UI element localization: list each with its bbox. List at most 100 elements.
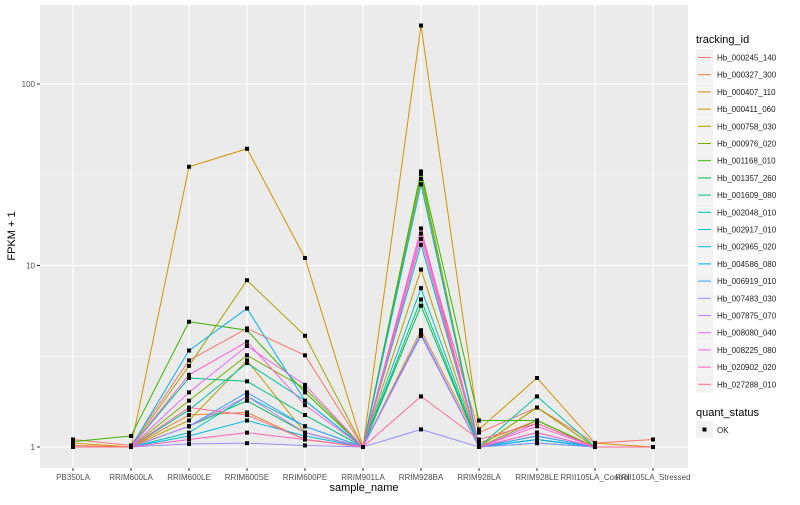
data-point — [303, 437, 307, 442]
legend-label: Hb_000245_140 — [717, 54, 777, 63]
legend: tracking_id Hb_000245_140 Hb_000327_300 Hb… — [696, 34, 777, 438]
data-point — [419, 236, 423, 241]
data-point — [303, 382, 307, 387]
legend-label: Hb_027288_010 — [717, 380, 777, 389]
legend-label-ok: OK — [717, 426, 729, 435]
data-point — [535, 430, 539, 435]
data-point — [419, 226, 423, 231]
data-point — [651, 437, 655, 442]
data-point — [245, 358, 249, 363]
y-axis-title: FPKM + 1 — [6, 211, 18, 260]
x-tick-label: RRII105LA_Stressed — [615, 473, 690, 482]
data-point — [303, 413, 307, 418]
legend-label: Hb_008225_080 — [717, 346, 777, 355]
data-point — [245, 379, 249, 384]
series-points — [71, 23, 655, 449]
data-point — [187, 348, 191, 353]
data-point — [245, 441, 249, 446]
legend-label: Hb_006919_010 — [717, 277, 777, 286]
data-point — [245, 353, 249, 358]
data-point — [477, 437, 481, 442]
data-point — [419, 182, 423, 187]
data-point — [651, 445, 655, 449]
data-point — [593, 441, 597, 446]
x-tick-label: PB350LA — [56, 473, 90, 482]
data-point — [535, 394, 539, 399]
legend-label: Hb_008080_040 — [717, 329, 777, 338]
data-point — [245, 418, 249, 423]
x-tick-label: RRIM600PE — [283, 473, 327, 482]
data-point — [245, 398, 249, 403]
data-point — [477, 418, 481, 423]
data-point — [419, 176, 423, 181]
data-point — [187, 441, 191, 446]
data-point — [187, 390, 191, 395]
legend-title-quant-status: quant_status — [696, 407, 759, 419]
data-point — [419, 231, 423, 236]
data-point — [187, 164, 191, 169]
legend-label: Hb_001357_260 — [717, 174, 777, 183]
legend-label: Hb_002917_010 — [717, 226, 777, 235]
data-point — [477, 445, 481, 449]
x-tick-label: RRIM928LE — [515, 473, 559, 482]
legend-label: Hb_000327_300 — [717, 71, 777, 80]
data-point — [187, 372, 191, 377]
data-point — [245, 430, 249, 435]
legend-label: Hb_007483_030 — [717, 294, 777, 303]
x-tick-label: RRIM600SE — [225, 473, 269, 482]
data-point — [535, 437, 539, 442]
data-point — [303, 433, 307, 438]
data-point — [593, 445, 597, 449]
y-tick-label: 10 — [26, 262, 35, 271]
y-axis: 1 10 100 — [22, 80, 40, 452]
data-point — [419, 169, 423, 174]
data-point — [419, 23, 423, 28]
data-point — [535, 441, 539, 446]
x-tick-label: RRII105LA_Control — [560, 473, 630, 482]
legend-label: Hb_000411_060 — [717, 105, 776, 114]
data-point — [187, 398, 191, 403]
data-point — [187, 363, 191, 368]
data-point — [245, 390, 249, 395]
data-point — [187, 375, 191, 380]
data-point — [303, 424, 307, 429]
data-point — [245, 328, 249, 333]
data-point — [71, 439, 75, 444]
x-tick-label: RRIM600LA — [109, 473, 153, 482]
x-axis-title: sample_name — [329, 482, 398, 494]
data-point — [477, 441, 481, 446]
x-axis: PB350LA RRIM600LA RRIM600LE RRIM600SE RRIM60… — [56, 468, 691, 482]
legend-label: Hb_007875_070 — [717, 312, 777, 321]
data-point — [477, 430, 481, 435]
data-point — [535, 433, 539, 438]
data-point — [535, 418, 539, 423]
data-point — [187, 358, 191, 363]
data-point — [71, 437, 75, 442]
data-point — [303, 403, 307, 408]
data-point — [245, 344, 249, 349]
data-point — [303, 353, 307, 358]
plot-panel — [40, 5, 688, 468]
data-point — [535, 375, 539, 380]
data-point — [419, 171, 423, 176]
data-point — [187, 430, 191, 435]
data-point — [187, 418, 191, 423]
data-point — [303, 443, 307, 448]
legend-point-ok — [702, 427, 707, 432]
data-point — [187, 319, 191, 324]
x-tick-label: RRIM928BA — [399, 473, 444, 482]
data-point — [187, 405, 191, 410]
data-point — [419, 328, 423, 333]
legend-label: Hb_001609_080 — [717, 191, 777, 200]
legend-label: Hb_002048_010 — [717, 208, 777, 217]
data-point — [303, 255, 307, 260]
data-point — [245, 306, 249, 311]
data-point — [419, 267, 423, 272]
data-point — [535, 421, 539, 426]
data-point — [245, 361, 249, 366]
data-point — [303, 430, 307, 435]
data-point — [419, 394, 423, 399]
x-tick-label: RRIM901LA — [341, 473, 385, 482]
data-point — [245, 394, 249, 399]
data-point — [187, 437, 191, 442]
